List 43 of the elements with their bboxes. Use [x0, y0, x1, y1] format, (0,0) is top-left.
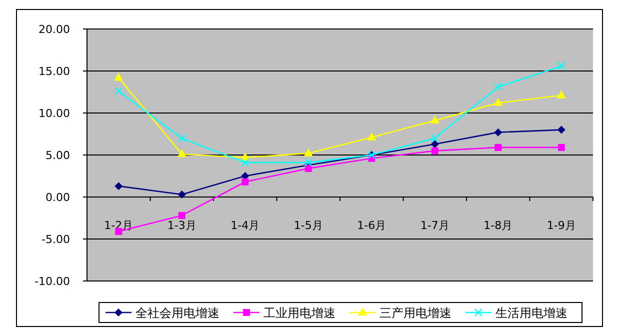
x-tick-label: 1-8月	[484, 219, 513, 232]
point	[430, 134, 439, 142]
point	[367, 132, 376, 140]
y-tick-label: -5.00	[42, 233, 70, 246]
point	[177, 149, 186, 158]
point	[430, 140, 439, 148]
x-tick-label: 1-5月	[294, 219, 323, 232]
y-tick-label: 10.00	[38, 107, 70, 120]
point	[114, 87, 123, 96]
point	[178, 212, 186, 219]
x-tick-label: 1-4月	[230, 219, 260, 232]
x-tick-label: 1-6月	[357, 219, 386, 232]
point	[304, 164, 312, 172]
y-tick-label: 5.00	[46, 149, 70, 162]
x-tick-label: 1-3月	[167, 219, 196, 232]
legend-label: 三产用电增速	[380, 306, 452, 320]
point	[431, 147, 438, 154]
point	[494, 144, 502, 151]
x-tick-label: 1-7月	[420, 219, 450, 232]
point	[242, 178, 249, 186]
point	[557, 126, 566, 134]
point	[178, 190, 186, 198]
y-tick-label: 0.00	[46, 191, 70, 204]
legend-label: 生活用电增速	[496, 306, 568, 320]
point	[494, 128, 502, 136]
point	[558, 144, 565, 151]
point	[114, 72, 124, 81]
point	[494, 98, 503, 106]
y-tick-label: -10.00	[34, 275, 70, 288]
point	[304, 148, 313, 156]
point	[241, 158, 250, 167]
legend-label: 全社会用电增速	[136, 306, 220, 320]
legend-label: 工业用电增速	[264, 306, 336, 320]
point	[178, 134, 186, 142]
y-tick-label: 20.00	[38, 23, 70, 36]
point	[304, 158, 312, 167]
y-tick-label: 15.00	[38, 65, 70, 78]
point	[557, 62, 566, 70]
point	[114, 182, 123, 190]
x-tick-label: 1-9月	[546, 219, 576, 232]
point	[430, 116, 440, 124]
point	[494, 82, 502, 92]
point	[556, 90, 566, 98]
